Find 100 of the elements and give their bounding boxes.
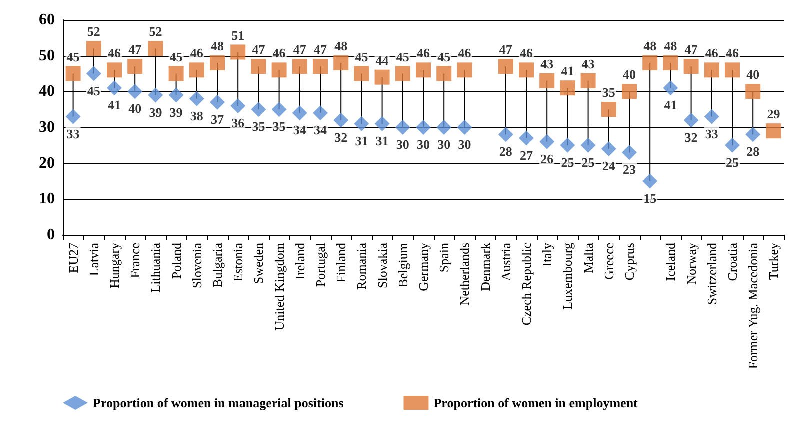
point	[128, 84, 143, 100]
data-label: 45	[66, 49, 80, 64]
point	[189, 91, 204, 106]
data-label: 43	[540, 56, 554, 72]
x-tick-label: Finland	[334, 242, 349, 283]
point	[457, 62, 472, 78]
point	[251, 102, 266, 118]
y-tick-label: 60	[39, 12, 55, 28]
data-label: 47	[252, 42, 266, 58]
data-label: 44	[376, 52, 390, 68]
x-tick-label: Poland	[168, 242, 184, 280]
data-label: 48	[334, 38, 348, 54]
data-label: 23	[623, 162, 636, 178]
x-tick-label: Former Yug. Macedonia	[746, 242, 761, 370]
x-tick-label: Bulgaria	[210, 242, 225, 288]
point	[436, 120, 452, 135]
data-label: 35	[252, 119, 266, 134]
data-label: 47	[128, 42, 142, 58]
data-label: 36	[232, 116, 246, 130]
x-tick-label: Turkey	[766, 242, 782, 280]
data-label: 31	[355, 133, 368, 148]
x-tick-label: Germany	[416, 242, 431, 292]
point	[107, 62, 122, 78]
x-tick-label: Greece	[601, 242, 616, 280]
point	[374, 116, 390, 132]
x-tick-label: Slovenia	[189, 242, 204, 288]
data-label: 40	[128, 101, 142, 116]
data-label: 37	[211, 112, 224, 127]
y-tick-label: 50	[39, 47, 55, 64]
data-label: 47	[293, 42, 307, 58]
x-tick-label: EU27	[66, 242, 81, 274]
x-tick-label: Iceland	[663, 242, 678, 282]
data-label: 30	[396, 137, 410, 152]
x-tick-label: Malta	[580, 242, 596, 274]
y-tick-label: 0	[47, 226, 55, 244]
data-label: 27	[520, 148, 534, 163]
data-label: 45	[396, 49, 410, 64]
data-label: 24	[602, 158, 616, 174]
data-label: 25	[726, 154, 740, 170]
x-tick-label: Estonia	[230, 242, 246, 282]
point	[622, 84, 637, 100]
point	[540, 73, 555, 88]
data-label: 38	[190, 108, 204, 124]
point	[395, 66, 410, 82]
point	[663, 80, 678, 96]
data-label: 30	[458, 137, 472, 152]
point	[684, 112, 699, 128]
point	[334, 56, 349, 70]
point	[148, 41, 164, 56]
x-tick-label: Portugal	[313, 242, 328, 288]
x-tick-label: Spain	[436, 242, 452, 273]
data-label: 41	[561, 64, 574, 79]
data-label: 40	[623, 67, 636, 82]
point	[168, 66, 184, 82]
point	[601, 102, 616, 118]
point	[519, 62, 534, 78]
data-label: 32	[684, 130, 698, 145]
x-tick-label: France	[128, 242, 143, 278]
data-label: 28	[499, 144, 513, 160]
data-label: 51	[232, 28, 245, 43]
x-tick-label: Czech Republic	[519, 242, 534, 326]
point	[519, 130, 534, 146]
data-label: 41	[108, 98, 121, 113]
data-label: 47	[314, 42, 328, 58]
x-tick-label: Norway	[684, 242, 699, 285]
data-label: 30	[438, 137, 451, 152]
point	[601, 142, 616, 156]
x-tick-label: Latvia	[86, 242, 102, 276]
y-tick-label: 40	[39, 83, 55, 100]
point	[354, 116, 370, 132]
data-label: 46	[417, 46, 430, 61]
data-label: 46	[272, 46, 286, 61]
point	[189, 62, 204, 78]
y-tick-label: 10	[39, 190, 55, 208]
point	[66, 66, 81, 82]
x-tick-label: Luxembourg	[560, 242, 576, 310]
data-label: 31	[376, 133, 389, 148]
legend-label: Proportion of women in managerial positions	[93, 396, 344, 410]
point	[725, 62, 740, 78]
x-tick-label: Slovakia	[374, 242, 390, 288]
point	[292, 59, 308, 74]
x-tick-label: Lithuania	[148, 242, 164, 293]
data-label: 41	[664, 98, 678, 113]
data-label: 29	[767, 106, 781, 122]
point	[642, 174, 658, 189]
data-label: 33	[705, 126, 719, 142]
data-label: 45	[87, 83, 101, 98]
data-label: 35	[272, 119, 286, 134]
data-label: 46	[190, 46, 204, 61]
x-tick-label: Ireland	[292, 242, 308, 280]
point	[580, 138, 596, 153]
point	[395, 120, 410, 135]
data-label: 28	[746, 144, 760, 160]
point	[374, 70, 390, 85]
point	[560, 80, 576, 96]
data-label: 46	[726, 46, 740, 61]
data-label: 47	[684, 42, 698, 58]
data-label: 33	[66, 126, 80, 142]
legend-label: Proportion of women in employment	[434, 396, 639, 410]
point	[457, 120, 472, 135]
